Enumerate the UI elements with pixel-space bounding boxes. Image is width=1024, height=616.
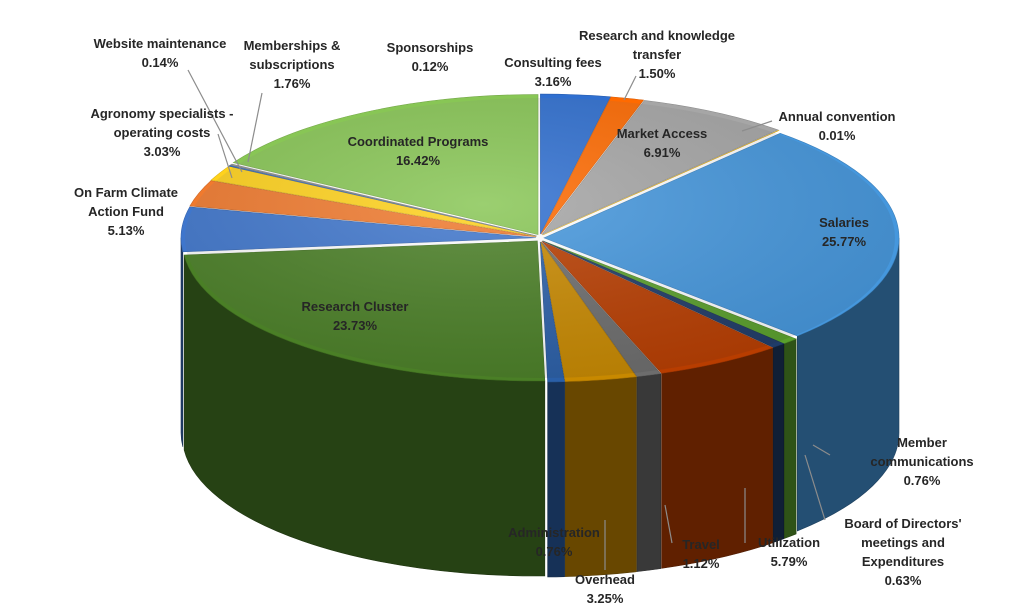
slice-label-group-5: Member communications 0.76% <box>870 435 973 488</box>
slice-label: meetings and <box>861 535 945 550</box>
slice-value: 0.14% <box>142 55 179 70</box>
slice-label-group-0: Consulting fees 3.16% <box>504 55 602 89</box>
slice-value: 0.01% <box>819 128 856 143</box>
slice-label-group-6: Board of Directors' meetings and Expenditu… <box>844 516 961 588</box>
pie-top-shine <box>185 98 895 378</box>
pie-tops <box>180 93 900 383</box>
pie-side-9 <box>564 376 637 577</box>
leader-line-6 <box>804 454 826 521</box>
leader-line-15 <box>187 69 243 173</box>
slice-label: Member <box>897 435 947 450</box>
slice-label: Research and knowledge <box>579 28 735 43</box>
slice-label-group-17: Coordinated Programs 16.42% <box>348 134 489 168</box>
slice-value: 5.13% <box>108 223 145 238</box>
slice-label-group-10: Administration 0.76% <box>508 525 600 559</box>
slice-label-group-15: Website maintenance 0.14% <box>94 36 227 70</box>
slice-label: Overhead <box>575 572 635 587</box>
slice-value: 1.12% <box>683 556 720 571</box>
leader-line-14 <box>247 92 263 163</box>
slice-label: Website maintenance <box>94 36 227 51</box>
slice-label-group-4: Salaries 25.77% <box>819 215 869 249</box>
slice-label-group-13: Agronomy specialists - operating costs 3.0… <box>90 106 233 159</box>
slice-value: 0.76% <box>536 544 573 559</box>
slice-label-group-7: Utilization 5.79% <box>758 535 820 569</box>
slice-value: 3.03% <box>144 144 181 159</box>
slice-value: 1.76% <box>274 76 311 91</box>
slice-value: 16.42% <box>396 153 441 168</box>
slice-value: 25.77% <box>822 234 867 249</box>
slice-label-group-11: Research Cluster 23.73% <box>302 299 409 333</box>
leader-line-8 <box>664 504 673 544</box>
slice-label-group-8: Travel 1.12% <box>682 537 720 571</box>
pie-side-8 <box>636 373 662 572</box>
slice-label: Consulting fees <box>504 55 602 70</box>
slice-value: 0.63% <box>885 573 922 588</box>
leader-line-13 <box>217 133 233 179</box>
slice-label-group-16: Sponsorships 0.12% <box>387 40 474 74</box>
slice-label: Memberships & <box>244 38 341 53</box>
slice-label: Salaries <box>819 215 869 230</box>
slice-label: transfer <box>633 47 681 62</box>
leader-line-5 <box>812 444 831 456</box>
pie-side-7 <box>661 347 773 569</box>
slice-label: operating costs <box>114 125 211 140</box>
slice-value: 0.12% <box>412 59 449 74</box>
slice-value: 6.91% <box>644 145 681 160</box>
slice-value: 1.50% <box>639 66 676 81</box>
pie-side-12 <box>180 237 184 447</box>
slice-label: communications <box>870 454 973 469</box>
slice-label: subscriptions <box>249 57 334 72</box>
slice-label: Utilization <box>758 535 820 550</box>
slice-value: 5.79% <box>771 554 808 569</box>
slice-label: Action Fund <box>88 204 164 219</box>
slice-label: Annual convention <box>779 109 896 124</box>
slice-label-group-14: Memberships & subscriptions 1.76% <box>244 38 341 91</box>
leader-line-1 <box>623 75 637 101</box>
slice-value: 23.73% <box>333 318 378 333</box>
slice-label: Research Cluster <box>302 299 409 314</box>
slice-label-group-12: On Farm Climate Action Fund 5.13% <box>74 185 178 238</box>
pie-side-5 <box>783 338 797 540</box>
slice-label: Expenditures <box>862 554 944 569</box>
slice-label-group-3: Annual convention 0.01% <box>779 109 896 143</box>
slice-label-group-9: Overhead 3.25% <box>575 572 635 606</box>
slice-label-group-2: Market Access 6.91% <box>617 126 708 160</box>
leader-line-3 <box>741 120 773 132</box>
slice-label: Agronomy specialists - <box>90 106 233 121</box>
slice-labels: Consulting fees 3.16% Research and knowled… <box>74 28 974 606</box>
slice-label: Administration <box>508 525 600 540</box>
pie-side-6 <box>773 343 785 543</box>
slice-label: Market Access <box>617 126 708 141</box>
slice-label: On Farm Climate <box>74 185 178 200</box>
slice-label: Sponsorships <box>387 40 474 55</box>
slice-value: 3.25% <box>587 591 624 606</box>
leader-lines <box>187 69 831 570</box>
slice-value: 0.76% <box>904 473 941 488</box>
slice-value: 3.16% <box>535 74 572 89</box>
slice-label-group-1: Research and knowledge transfer 1.50% <box>579 28 735 81</box>
slice-label: Board of Directors' <box>844 516 961 531</box>
slice-label: Coordinated Programs <box>348 134 489 149</box>
slice-label: Travel <box>682 537 720 552</box>
